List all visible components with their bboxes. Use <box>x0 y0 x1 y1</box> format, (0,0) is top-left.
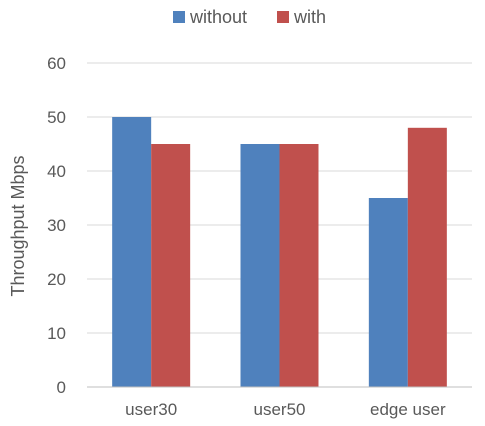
bars <box>112 117 447 388</box>
y-tick-label: 60 <box>47 54 66 73</box>
y-tick-label: 20 <box>47 270 66 289</box>
y-axis-title: Throughput Mbps <box>8 155 28 296</box>
y-tick-label: 0 <box>57 378 66 397</box>
bar-without-user50 <box>240 144 280 387</box>
y-tick-label: 40 <box>47 162 66 181</box>
legend-swatch-without <box>173 11 185 23</box>
bar-without-edge-user <box>368 198 408 387</box>
y-axis-ticks: 0 10 20 30 40 50 60 <box>47 54 66 397</box>
legend-label-with: with <box>293 7 326 27</box>
y-tick-label: 50 <box>47 108 66 127</box>
legend: without with <box>173 7 326 27</box>
x-tick-label: user50 <box>254 400 306 419</box>
y-tick-label: 30 <box>47 216 66 235</box>
x-axis: user30 user50 edge user <box>87 386 472 419</box>
bar-with-user50 <box>279 144 319 387</box>
x-tick-label: user30 <box>125 400 177 419</box>
legend-swatch-with <box>277 11 289 23</box>
legend-label-without: without <box>189 7 247 27</box>
y-tick-label: 10 <box>47 324 66 343</box>
x-tick-label: edge user <box>370 400 446 419</box>
bar-with-user30 <box>151 144 191 387</box>
bar-with-edge-user <box>407 127 447 388</box>
bar-without-user30 <box>112 117 152 387</box>
